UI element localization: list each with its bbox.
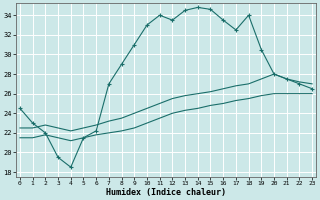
X-axis label: Humidex (Indice chaleur): Humidex (Indice chaleur)	[106, 188, 226, 197]
